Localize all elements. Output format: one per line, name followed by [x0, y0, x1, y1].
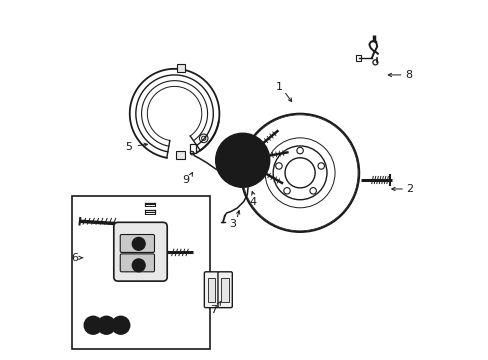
Circle shape [132, 259, 145, 272]
Bar [72, 196, 209, 348]
Text: 3: 3 [229, 219, 236, 229]
Text: 9: 9 [182, 175, 189, 185]
Text: 7: 7 [210, 305, 217, 315]
Bar [176, 64, 185, 72]
FancyBboxPatch shape [114, 222, 167, 281]
Circle shape [112, 316, 129, 334]
Text: 2: 2 [405, 184, 412, 194]
Circle shape [132, 237, 145, 250]
Circle shape [97, 316, 115, 334]
Bar [221, 278, 228, 302]
Text: 8: 8 [405, 70, 411, 80]
Circle shape [84, 316, 102, 334]
Text: 6: 6 [72, 253, 79, 263]
FancyBboxPatch shape [218, 272, 232, 308]
Bar [356, 55, 360, 61]
Circle shape [215, 134, 269, 187]
Text: 4: 4 [249, 197, 256, 207]
FancyBboxPatch shape [120, 234, 154, 252]
Bar [207, 278, 215, 302]
Bar [175, 151, 184, 159]
Text: 1: 1 [276, 82, 283, 92]
FancyBboxPatch shape [204, 272, 218, 308]
Text: 5: 5 [125, 141, 132, 152]
Bar [190, 144, 196, 153]
FancyBboxPatch shape [120, 254, 154, 272]
